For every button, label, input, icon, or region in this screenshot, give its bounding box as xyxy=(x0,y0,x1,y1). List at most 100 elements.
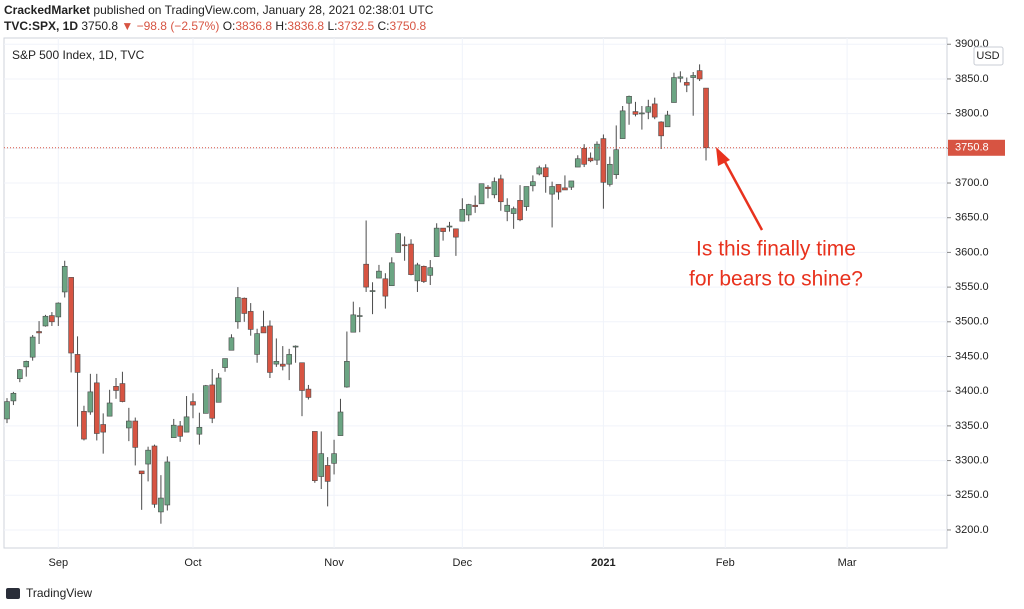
candle-body xyxy=(87,391,94,413)
candle-body xyxy=(209,384,216,419)
x-tick-label: 2021 xyxy=(591,557,615,569)
candle-body xyxy=(42,315,49,327)
candle-body xyxy=(331,453,337,464)
candle-body xyxy=(222,358,228,368)
candle-body xyxy=(703,87,709,149)
candle-body xyxy=(453,228,459,238)
candle-body xyxy=(459,209,466,222)
footer-logo: TradingView xyxy=(6,586,92,600)
candle-body xyxy=(279,363,286,367)
candle-body xyxy=(292,345,299,348)
symbol-line: TVC:SPX, 1D 3750.8 ▼ −98.8 (−2.57%) O:38… xyxy=(4,19,427,33)
annotation-arrowhead xyxy=(716,147,730,166)
candle-body xyxy=(607,163,613,185)
symbol: TVC:SPX, 1D xyxy=(4,19,78,33)
change: ▼ −98.8 (−2.57%) xyxy=(121,19,219,33)
candle-body xyxy=(254,333,260,355)
candle-body xyxy=(299,362,305,391)
candle-body xyxy=(119,383,126,402)
candle-body xyxy=(170,424,177,438)
candle-body xyxy=(324,465,331,482)
candle-body xyxy=(260,326,267,334)
candle-body xyxy=(626,95,632,104)
candle-body xyxy=(485,186,491,189)
x-tick-label: Feb xyxy=(716,557,735,569)
candle-body xyxy=(542,167,549,178)
currency-box xyxy=(973,46,1004,66)
candle-body xyxy=(363,263,369,288)
candle-body xyxy=(498,178,504,203)
candle-body xyxy=(600,138,607,183)
candle-body xyxy=(267,325,273,373)
c-label: C: xyxy=(378,19,390,33)
candle-body xyxy=(132,420,139,448)
candle-body xyxy=(196,426,203,435)
candle-body xyxy=(10,392,17,402)
annotation-text: Is this finally time xyxy=(696,238,856,261)
x-tick-label: Dec xyxy=(453,557,473,569)
y-tick-label: 3550.0 xyxy=(955,281,989,293)
candle-body xyxy=(549,186,555,195)
candle-body xyxy=(126,420,132,429)
candle-body xyxy=(382,278,389,297)
x-tick-label: Oct xyxy=(184,557,201,569)
candle-body xyxy=(100,424,106,433)
l-value: 3732.5 xyxy=(337,19,374,33)
candle-body xyxy=(523,186,530,207)
y-tick-label: 3300.0 xyxy=(955,454,989,466)
y-tick-label: 3650.0 xyxy=(955,212,989,224)
candle-body xyxy=(562,187,568,191)
candle-body xyxy=(344,361,350,388)
y-tick-label: 3800.0 xyxy=(955,108,989,120)
legend-title: S&P 500 Index, 1D, TVC xyxy=(12,48,145,62)
candle-body xyxy=(478,183,485,205)
candle-body xyxy=(690,75,696,78)
candle-body xyxy=(305,388,312,398)
candle-body xyxy=(49,315,55,323)
candle-body xyxy=(664,114,671,128)
candle-body xyxy=(401,244,408,247)
candle-body xyxy=(68,277,74,354)
candle-body xyxy=(465,204,472,216)
candle-body xyxy=(517,200,523,221)
candle-body xyxy=(568,180,575,188)
candle-body xyxy=(683,82,690,86)
candle-body xyxy=(427,267,434,276)
candle-body xyxy=(491,181,498,196)
candle-body xyxy=(696,70,703,80)
candle-body xyxy=(440,227,446,232)
candle-body xyxy=(23,361,30,368)
logo-icon xyxy=(6,588,20,599)
last: 3750.8 xyxy=(81,19,118,33)
candle-body xyxy=(29,336,36,358)
candle-body xyxy=(671,77,677,103)
candle-body xyxy=(472,204,478,207)
candle-body xyxy=(286,354,292,365)
x-tick-label: Sep xyxy=(49,557,69,569)
candle-body xyxy=(639,112,645,115)
y-tick-label: 3600.0 xyxy=(955,246,989,258)
candle-body xyxy=(215,377,222,403)
author: CrackedMarket xyxy=(4,3,90,17)
candle-body xyxy=(177,425,183,437)
annotation-arrow xyxy=(722,159,764,231)
candle-body xyxy=(504,204,511,212)
candle-body xyxy=(113,386,119,391)
candle-body xyxy=(632,111,639,115)
candle-body xyxy=(530,181,536,187)
annotation-text: for bears to shine? xyxy=(689,268,863,291)
o-label: O: xyxy=(223,19,236,33)
candle-body xyxy=(228,337,235,351)
price-label-box xyxy=(948,139,1005,156)
footer-brand: TradingView xyxy=(26,586,92,600)
currency: USD xyxy=(976,50,999,62)
candle-body xyxy=(651,103,658,118)
candle-body xyxy=(369,290,376,292)
candle-body xyxy=(93,382,100,434)
candle-body xyxy=(190,401,196,406)
published: published on TradingView.com, January 28… xyxy=(93,3,433,17)
candle-body xyxy=(350,314,357,333)
candle-body xyxy=(337,411,344,436)
